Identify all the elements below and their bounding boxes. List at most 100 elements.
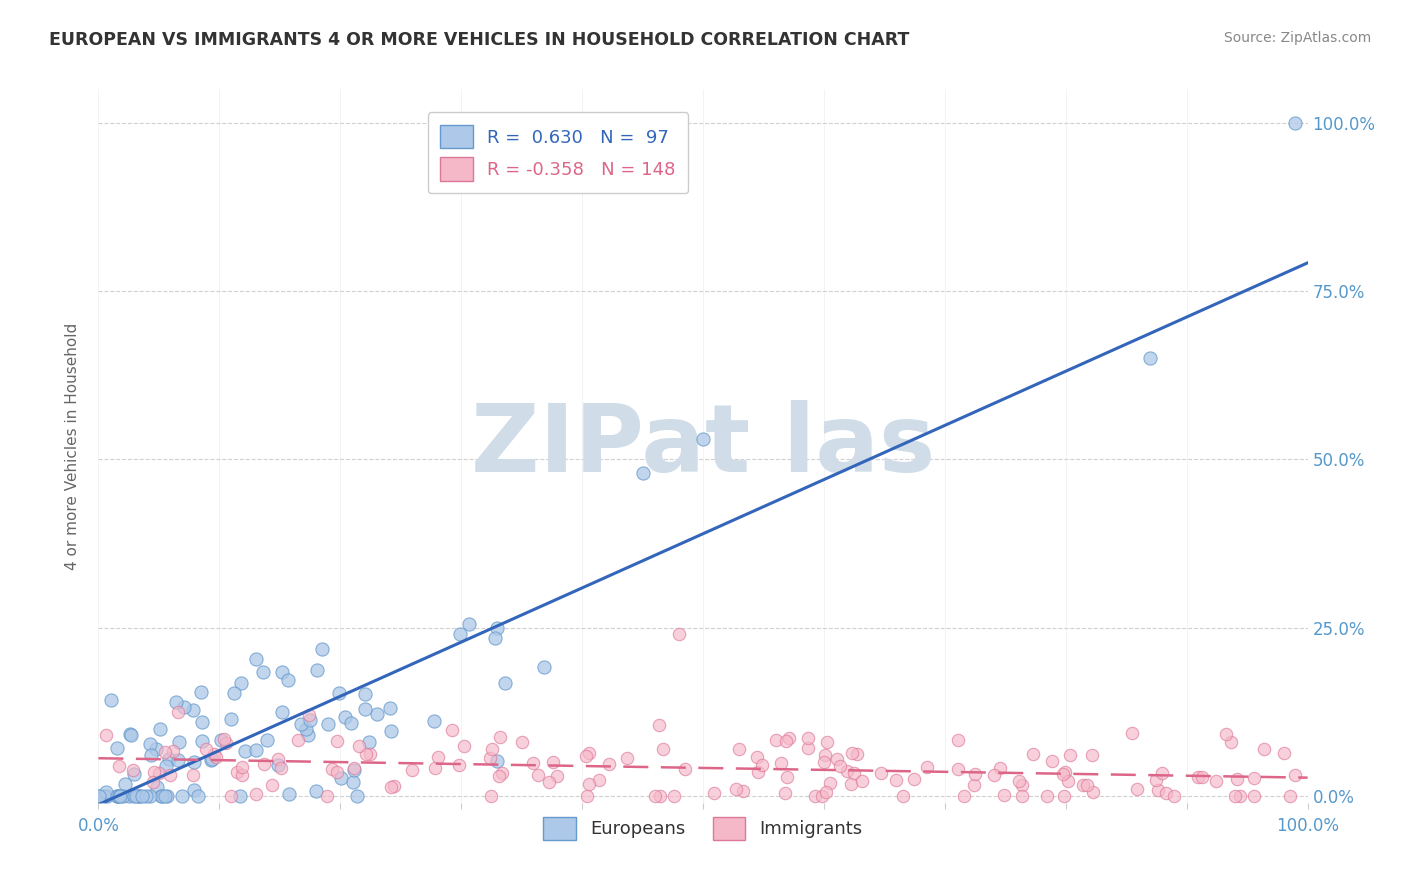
Point [983, 767, 1005, 781]
Point [267, 751, 290, 765]
Point [167, 705, 190, 719]
Point [668, 627, 690, 641]
Point [294, 722, 316, 736]
Point [299, 714, 322, 728]
Point [325, 764, 347, 779]
Point [484, 631, 506, 645]
Point [422, 714, 444, 728]
Point [159, 768, 181, 782]
Point [522, 756, 544, 771]
Point [575, 789, 598, 803]
Point [231, 760, 253, 774]
Point [765, 733, 787, 747]
Point [1071, 778, 1094, 792]
Point [598, 756, 620, 771]
Point [128, 789, 150, 803]
Point [380, 723, 402, 738]
Point [1163, 789, 1185, 803]
Point [727, 741, 749, 756]
Point [963, 779, 986, 793]
Text: Source: ZipAtlas.com: Source: ZipAtlas.com [1223, 31, 1371, 45]
Point [245, 743, 267, 757]
Point [1156, 786, 1178, 800]
Point [869, 766, 891, 780]
Point [256, 732, 278, 747]
Point [143, 764, 166, 779]
Point [162, 744, 184, 758]
Point [139, 789, 162, 803]
Point [488, 769, 510, 783]
Point [575, 748, 598, 763]
Point [491, 766, 513, 780]
Point [187, 789, 209, 803]
Point [770, 756, 793, 771]
Point [839, 777, 862, 791]
Point [1035, 789, 1057, 803]
Point [510, 735, 533, 749]
Point [305, 664, 328, 678]
Point [631, 466, 654, 480]
Point [150, 789, 173, 803]
Point [1284, 116, 1306, 130]
Point [357, 735, 380, 749]
Point [1139, 351, 1161, 366]
Point [146, 780, 169, 795]
Point [1081, 785, 1104, 799]
Point [191, 714, 214, 729]
Point [96, 789, 118, 803]
Point [343, 763, 366, 777]
Point [233, 744, 256, 758]
Point [305, 784, 328, 798]
Point [245, 787, 267, 801]
Point [648, 718, 671, 732]
Point [94, 727, 117, 741]
Point [111, 789, 134, 803]
Point [814, 785, 837, 799]
Point [1081, 748, 1104, 763]
Point [122, 789, 145, 803]
Point [489, 730, 512, 744]
Point [139, 748, 162, 763]
Point [1226, 772, 1249, 786]
Point [278, 787, 301, 801]
Point [1205, 774, 1227, 789]
Point [1040, 754, 1063, 768]
Point [1243, 789, 1265, 803]
Point [692, 432, 714, 446]
Point [527, 768, 550, 782]
Point [201, 752, 224, 766]
Point [382, 779, 405, 793]
Point [917, 760, 939, 774]
Point [125, 789, 148, 803]
Point [229, 789, 252, 803]
Point [287, 732, 309, 747]
Point [212, 732, 235, 747]
Point [271, 705, 294, 719]
Point [94, 785, 117, 799]
Text: ZIPat las: ZIPat las [471, 400, 935, 492]
Point [1191, 770, 1213, 784]
Point [652, 741, 675, 756]
Point [796, 740, 818, 755]
Point [494, 676, 516, 690]
Point [1284, 768, 1306, 782]
Point [1011, 778, 1033, 792]
Point [426, 750, 449, 764]
Point [354, 687, 377, 701]
Point [1215, 727, 1237, 741]
Point [818, 776, 841, 790]
Point [181, 703, 204, 717]
Point [87, 789, 110, 803]
Point [172, 789, 194, 803]
Point [1225, 789, 1247, 803]
Point [321, 762, 343, 776]
Point [194, 741, 217, 756]
Point [988, 761, 1011, 775]
Point [825, 751, 848, 765]
Point [128, 789, 150, 803]
Point [122, 766, 145, 780]
Point [215, 736, 238, 750]
Point [953, 789, 976, 803]
Point [1272, 746, 1295, 760]
Point [205, 750, 228, 764]
